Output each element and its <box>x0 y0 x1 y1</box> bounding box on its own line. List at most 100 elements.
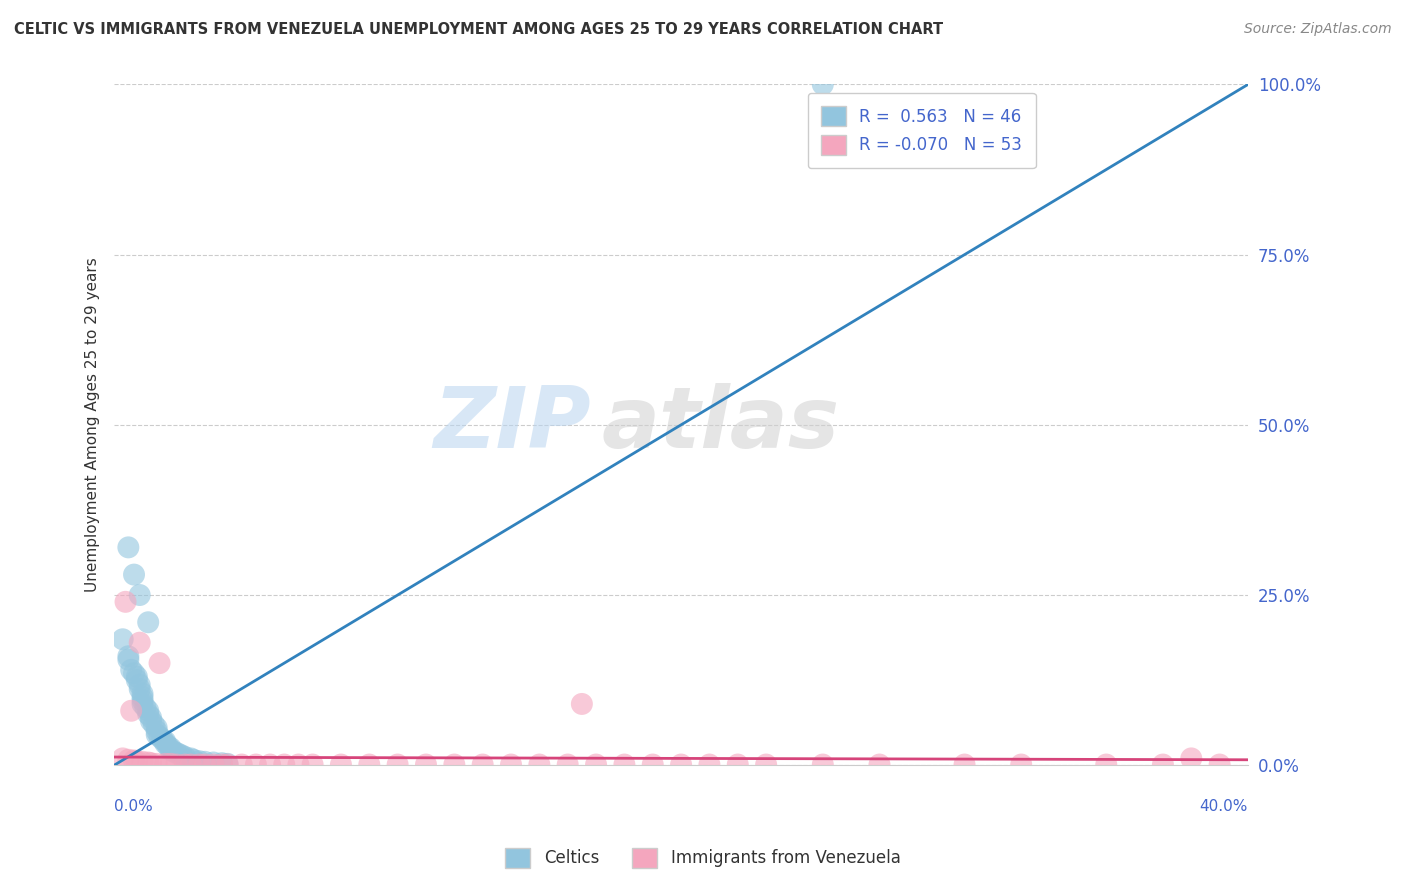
Point <box>125 673 148 687</box>
Point <box>142 717 165 731</box>
Point <box>188 757 211 772</box>
Point <box>1180 751 1202 765</box>
Point <box>194 755 217 769</box>
Point <box>160 743 183 757</box>
Point <box>202 757 225 772</box>
Point <box>329 757 352 772</box>
Point <box>1208 757 1230 772</box>
Text: 40.0%: 40.0% <box>1199 799 1249 814</box>
Point <box>155 736 177 750</box>
Point <box>131 697 153 711</box>
Point <box>359 757 381 772</box>
Point <box>122 567 145 582</box>
Point <box>174 750 197 764</box>
Point <box>180 757 202 772</box>
Point <box>131 755 153 769</box>
Point <box>128 681 150 696</box>
Point <box>1152 757 1174 772</box>
Point <box>529 757 551 772</box>
Point <box>585 757 607 772</box>
Point <box>172 748 194 763</box>
Point <box>117 653 139 667</box>
Point <box>180 751 202 765</box>
Legend: Celtics, Immigrants from Venezuela: Celtics, Immigrants from Venezuela <box>499 841 907 875</box>
Point <box>111 751 134 765</box>
Point <box>217 756 239 771</box>
Point <box>136 704 159 718</box>
Point <box>139 710 162 724</box>
Point <box>211 756 233 771</box>
Point <box>136 615 159 630</box>
Point <box>148 730 170 744</box>
Point <box>231 757 253 772</box>
Point <box>188 754 211 768</box>
Point <box>155 756 177 771</box>
Point <box>111 632 134 647</box>
Point <box>114 595 136 609</box>
Point <box>245 757 267 772</box>
Point <box>131 687 153 701</box>
Point <box>166 746 188 760</box>
Point <box>128 635 150 649</box>
Point <box>811 78 834 92</box>
Point <box>145 724 167 739</box>
Point <box>183 753 205 767</box>
Point <box>811 757 834 772</box>
Point <box>136 756 159 770</box>
Point <box>155 734 177 748</box>
Text: atlas: atlas <box>602 384 839 467</box>
Point <box>150 732 173 747</box>
Point <box>136 707 159 722</box>
Point <box>499 757 522 772</box>
Point <box>443 757 465 772</box>
Legend: R =  0.563   N = 46, R = -0.070   N = 53: R = 0.563 N = 46, R = -0.070 N = 53 <box>807 93 1036 169</box>
Point <box>122 666 145 681</box>
Point <box>131 690 153 705</box>
Point <box>117 753 139 767</box>
Point <box>194 757 217 772</box>
Point <box>641 757 664 772</box>
Point <box>120 663 142 677</box>
Point <box>273 757 295 772</box>
Point <box>169 747 191 762</box>
Point <box>117 541 139 555</box>
Text: ZIP: ZIP <box>433 384 591 467</box>
Point <box>117 649 139 664</box>
Point <box>145 728 167 742</box>
Point <box>1095 757 1118 772</box>
Point <box>217 757 239 772</box>
Point <box>125 670 148 684</box>
Point <box>387 757 409 772</box>
Point <box>953 757 976 772</box>
Point <box>128 588 150 602</box>
Point <box>669 757 692 772</box>
Y-axis label: Unemployment Among Ages 25 to 29 years: Unemployment Among Ages 25 to 29 years <box>86 258 100 592</box>
Point <box>145 756 167 771</box>
Point <box>163 745 186 759</box>
Point <box>301 757 323 772</box>
Point <box>1010 757 1032 772</box>
Point <box>259 757 281 772</box>
Point <box>166 757 188 772</box>
Point <box>174 757 197 772</box>
Point <box>613 757 636 772</box>
Point <box>122 754 145 768</box>
Point <box>160 756 183 771</box>
Point <box>699 757 721 772</box>
Point <box>869 757 891 772</box>
Point <box>148 656 170 670</box>
Point <box>755 757 778 772</box>
Point <box>571 697 593 711</box>
Point <box>139 756 162 771</box>
Point <box>557 757 579 772</box>
Point <box>202 756 225 770</box>
Point <box>139 714 162 728</box>
Point <box>134 700 156 714</box>
Text: Source: ZipAtlas.com: Source: ZipAtlas.com <box>1244 22 1392 37</box>
Point <box>145 721 167 735</box>
Point <box>125 754 148 768</box>
Point <box>128 678 150 692</box>
Text: CELTIC VS IMMIGRANTS FROM VENEZUELA UNEMPLOYMENT AMONG AGES 25 TO 29 YEARS CORRE: CELTIC VS IMMIGRANTS FROM VENEZUELA UNEM… <box>14 22 943 37</box>
Point <box>211 757 233 772</box>
Point <box>160 741 183 756</box>
